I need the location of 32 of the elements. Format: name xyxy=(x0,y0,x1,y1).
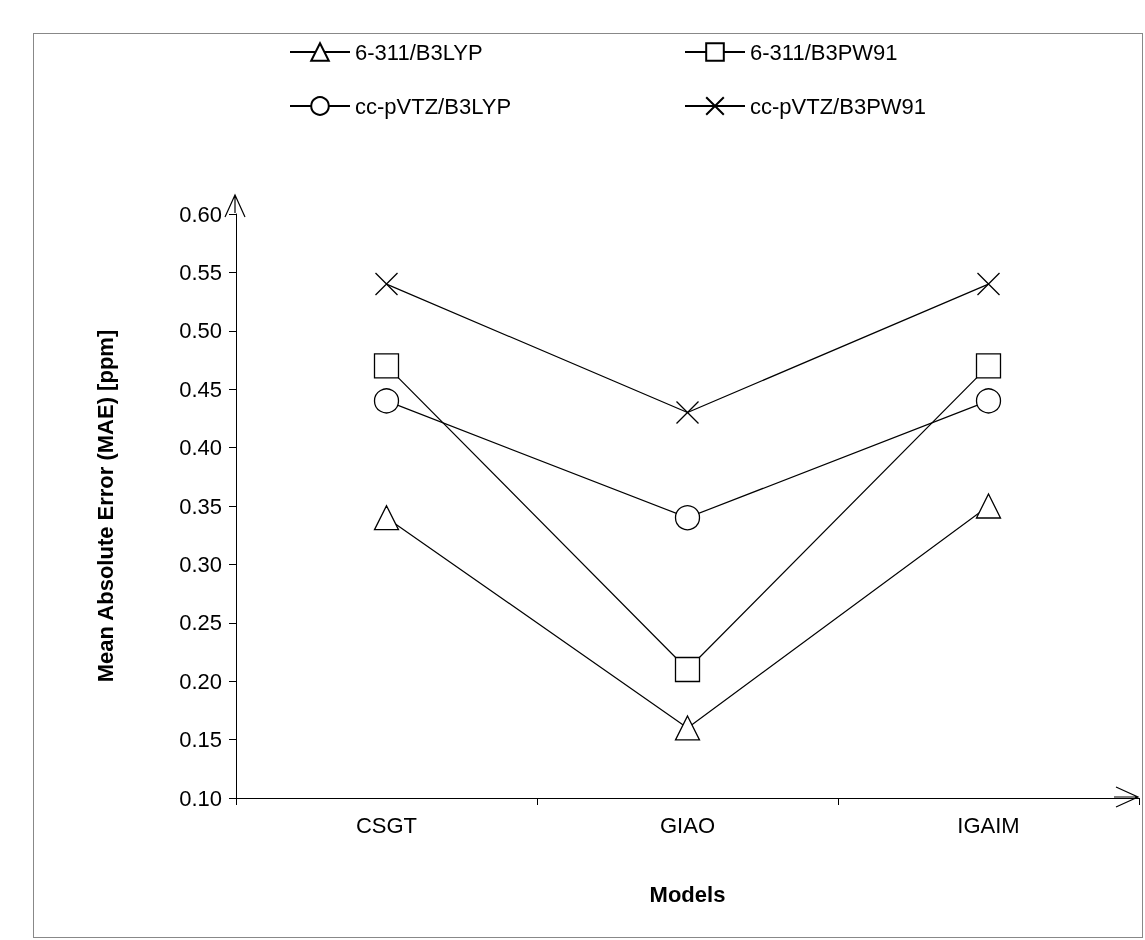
point xyxy=(374,272,399,296)
y-tick-label: 0.45 xyxy=(179,376,222,402)
point xyxy=(674,656,701,683)
y-tick-label: 0.20 xyxy=(179,668,222,694)
legend-label: cc-pVTZ/B3LYP xyxy=(355,93,512,119)
point xyxy=(373,353,400,379)
x-tick-label: CSGT xyxy=(355,812,418,838)
legend-label: 6-311/B3PW91 xyxy=(750,39,898,65)
x-axis-title: Models xyxy=(649,881,726,907)
point xyxy=(674,715,701,741)
y-tick-label: 0.60 xyxy=(179,201,222,227)
y-tick-label: 0.50 xyxy=(179,318,222,344)
point xyxy=(975,493,1002,519)
point xyxy=(373,505,400,531)
x-tick-label: IGAIM xyxy=(957,812,1020,838)
y-tick-label: 0.30 xyxy=(179,551,222,577)
y-axis-title: Mean Absolute Error (MAE) [ppm] xyxy=(92,329,118,683)
y-tick-label: 0.55 xyxy=(179,259,222,285)
point xyxy=(373,388,400,414)
x-tick-label: GIAO xyxy=(659,812,716,838)
y-tick-label: 0.15 xyxy=(179,727,222,753)
y-tick-label: 0.10 xyxy=(179,785,222,811)
point xyxy=(975,353,1002,379)
legend-label: cc-pVTZ/B3PW91 xyxy=(750,93,927,119)
y-tick-label: 0.40 xyxy=(179,435,222,461)
point xyxy=(674,505,701,531)
point xyxy=(976,272,1001,296)
y-tick-label: 0.35 xyxy=(179,493,222,519)
y-tick-label: 0.25 xyxy=(179,610,222,636)
point xyxy=(975,388,1002,414)
point xyxy=(675,400,700,425)
legend-label: 6-311/B3LYP xyxy=(355,39,483,65)
